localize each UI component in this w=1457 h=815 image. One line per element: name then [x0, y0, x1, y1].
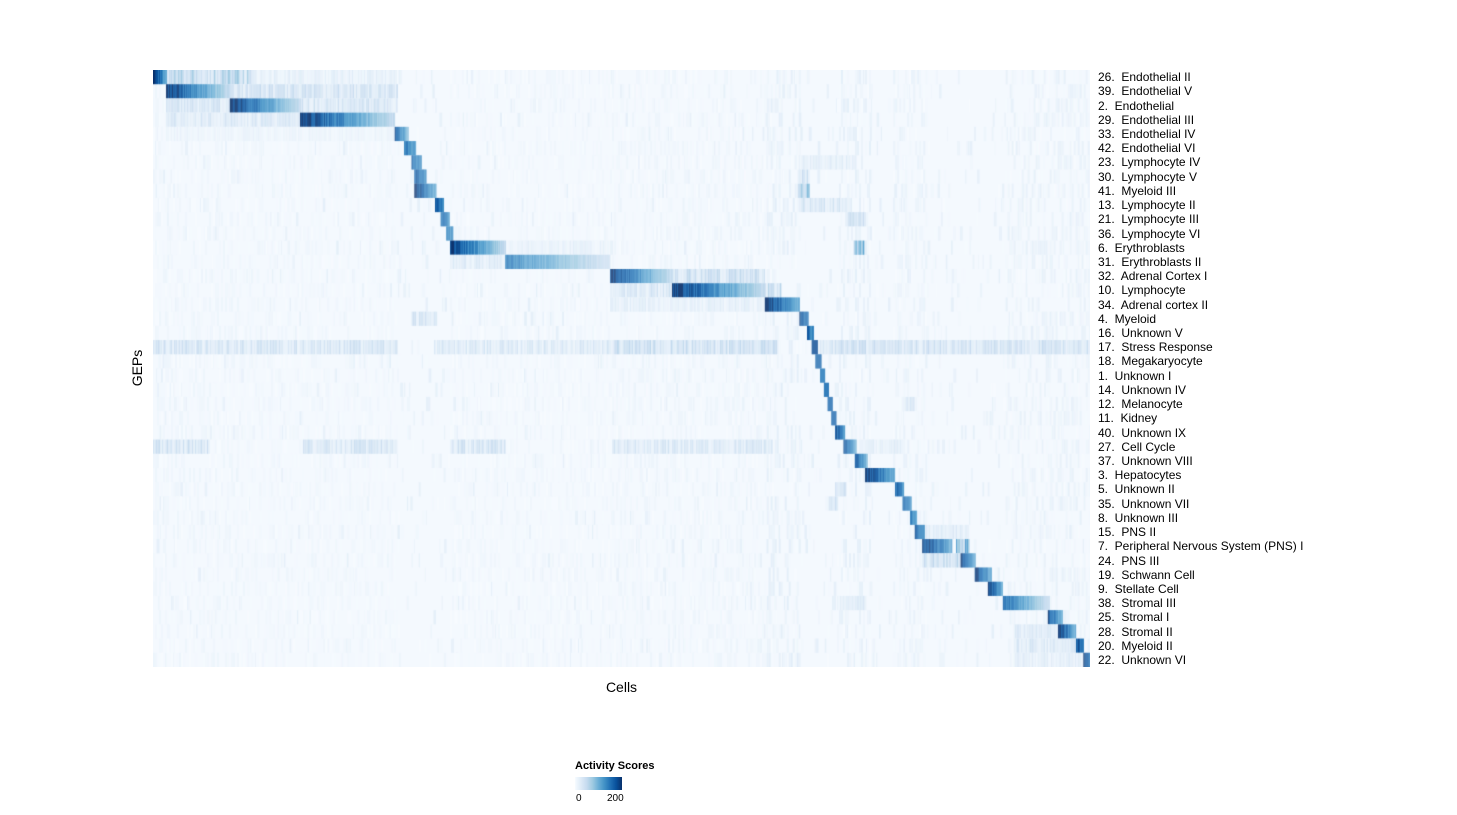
row-labels: 26. Endothelial II 39. Endothelial V 2. En…: [1098, 70, 1438, 667]
row-label: 2. Endothelial: [1098, 98, 1175, 113]
legend-tick-max: 200: [607, 793, 624, 804]
legend-title: Activity Scores: [575, 760, 655, 772]
row-label: 11. Kidney: [1098, 411, 1158, 426]
row-label: 22. Unknown VI: [1098, 653, 1187, 668]
row-label: 41. Myeloid III: [1098, 183, 1177, 198]
row-label: 38. Stromal III: [1098, 596, 1177, 611]
row-label: 20. Myeloid II: [1098, 638, 1173, 653]
row-label: 18. Megakaryocyte: [1098, 354, 1203, 369]
row-label: 36. Lymphocyte VI: [1098, 226, 1201, 241]
row-label: 5. Unknown II: [1098, 482, 1175, 497]
row-label: 1. Unknown I: [1098, 368, 1172, 383]
row-label: 9. Stellate Cell: [1098, 581, 1179, 596]
legend-gradient-bar: [575, 777, 622, 790]
row-label: 14. Unknown IV: [1098, 382, 1187, 397]
row-label: 23. Lymphocyte IV: [1098, 155, 1201, 170]
row-label: 29. Endothelial III: [1098, 112, 1195, 127]
row-label: 12. Melanocyte: [1098, 397, 1183, 412]
row-label: 35. Unknown VII: [1098, 496, 1190, 511]
row-label: 42. Endothelial VI: [1098, 141, 1196, 156]
row-label: 30. Lymphocyte V: [1098, 169, 1197, 184]
row-label: 3. Hepatocytes: [1098, 468, 1182, 483]
row-label: 31. Erythroblasts II: [1098, 254, 1202, 269]
row-label: 33. Endothelial IV: [1098, 126, 1196, 141]
colorbar-legend: Activity Scores 0 200: [575, 760, 715, 805]
row-label: 8. Unknown III: [1098, 510, 1179, 525]
row-label: 10. Lymphocyte: [1098, 283, 1186, 298]
row-label: 28. Stromal II: [1098, 624, 1173, 639]
y-axis-label: GEPs: [129, 349, 145, 387]
row-label: 25. Stromal I: [1098, 610, 1170, 625]
row-label: 27. Cell Cycle: [1098, 439, 1176, 454]
row-label: 37. Unknown VIII: [1098, 454, 1193, 469]
row-label: 21. Lymphocyte III: [1098, 212, 1199, 227]
row-label: 26. Endothelial II: [1098, 70, 1191, 85]
heatmap-canvas: [153, 70, 1090, 667]
legend-tick-min: 0: [576, 793, 582, 804]
row-label: 15. PNS II: [1098, 525, 1157, 540]
row-label: 4. Myeloid: [1098, 311, 1157, 326]
row-label: 17. Stress Response: [1098, 340, 1213, 355]
legend-ticks: 0 200: [575, 793, 635, 805]
row-label: 32. Adrenal Cortex I: [1098, 269, 1208, 284]
row-label: 6. Erythroblasts: [1098, 240, 1185, 255]
row-label: 16. Unknown V: [1098, 326, 1183, 341]
row-label: 34. Adrenal cortex II: [1098, 297, 1209, 312]
row-label: 7. Peripheral Nervous System (PNS) I: [1098, 539, 1304, 554]
row-label: 40. Unknown IX: [1098, 425, 1187, 440]
row-label: 24. PNS III: [1098, 553, 1160, 568]
row-label: 19. Schwann Cell: [1098, 567, 1195, 582]
row-label: 13. Lymphocyte II: [1098, 198, 1196, 213]
row-label: 39. Endothelial V: [1098, 84, 1193, 99]
x-axis-label: Cells: [605, 679, 638, 695]
